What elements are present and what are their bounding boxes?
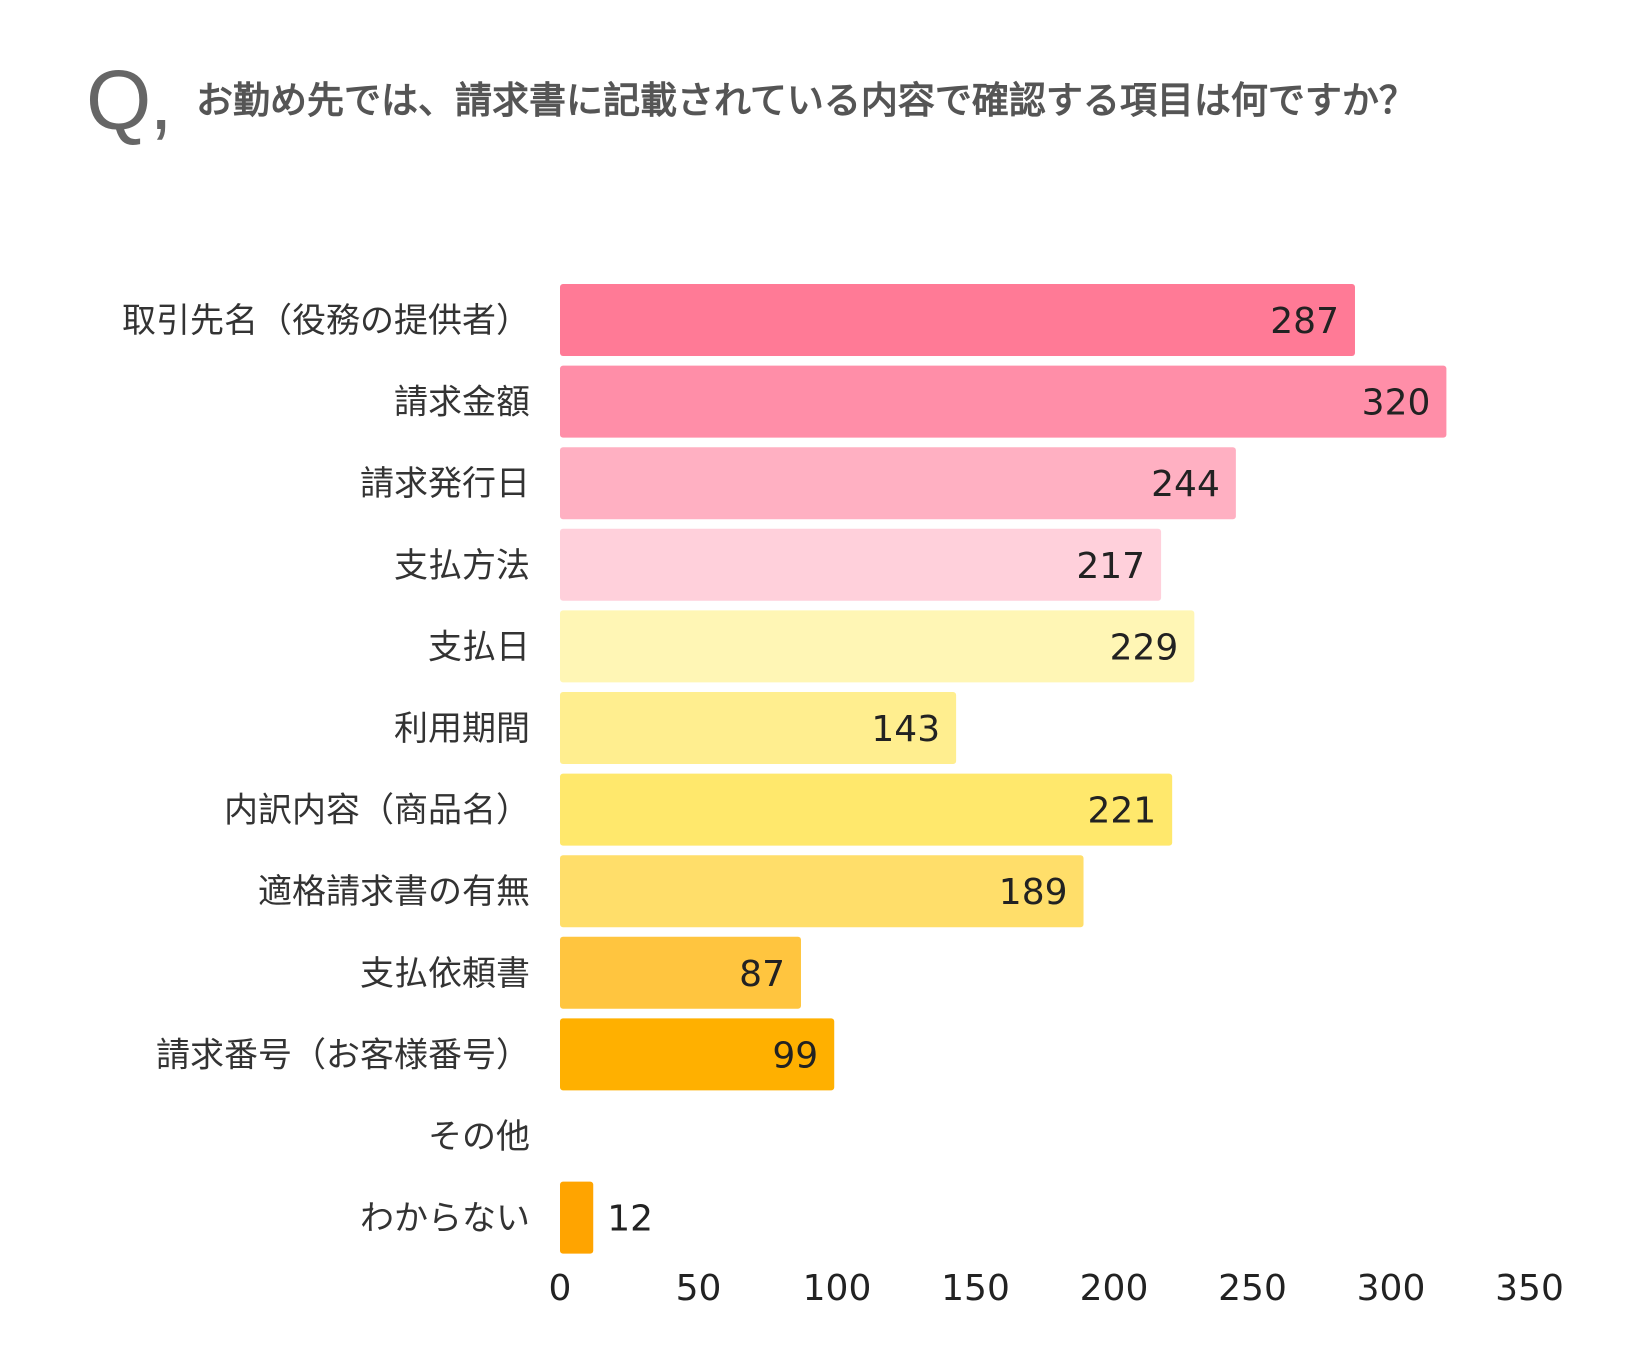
question-text: お勤め先では、請求書に記載されている内容で確認する項目は何ですか？ [196,79,1416,122]
value-label: 244 [1151,464,1220,505]
bar [560,284,1355,356]
value-label: 189 [999,872,1068,913]
category-label: 請求番号（お客様番号） [156,1035,530,1075]
category-label: 内訳内容（商品名） [224,791,530,831]
category-label: 利用期間 [394,709,530,749]
value-label: 143 [871,709,940,750]
x-tick-label: 250 [1218,1268,1287,1309]
bar [560,447,1236,520]
bar [560,855,1084,928]
bar [560,528,1162,601]
category-label: 請求発行日 [360,464,530,504]
bar [560,692,957,764]
category-label: 適格請求書の有無 [258,872,530,912]
category-label: 請求金額 [394,383,530,423]
x-tick-label: 350 [1495,1268,1564,1309]
category-label: わからない [360,1199,530,1239]
value-label: 229 [1110,627,1179,668]
category-label: 支払日 [428,627,530,667]
bar [560,365,1447,438]
x-tick-label: 50 [676,1268,722,1309]
value-label: 217 [1076,546,1145,587]
category-label: その他 [428,1117,530,1157]
x-tick-label: 100 [803,1268,872,1309]
category-label: 支払方法 [394,546,530,586]
bar [560,1018,835,1091]
category-label: 支払依頼書 [360,954,530,994]
bar [560,610,1195,683]
bar [560,773,1173,846]
question-marker: Q, [86,53,173,147]
value-label: 320 [1362,383,1431,424]
value-label: 99 [772,1035,818,1076]
bar [560,936,801,1009]
value-label: 12 [607,1199,653,1240]
value-label: 87 [739,954,785,995]
category-label: 取引先名（役務の提供者） [122,301,530,341]
bar [560,1181,594,1254]
value-label: 287 [1270,301,1339,342]
x-tick-label: 150 [941,1268,1010,1309]
x-tick-label: 0 [549,1268,572,1309]
x-tick-label: 300 [1357,1268,1426,1309]
chart-header: Q, お勤め先では、請求書に記載されている内容で確認する項目は何ですか？ [0,0,1633,170]
x-tick-label: 200 [1080,1268,1149,1309]
value-label: 221 [1087,791,1156,832]
